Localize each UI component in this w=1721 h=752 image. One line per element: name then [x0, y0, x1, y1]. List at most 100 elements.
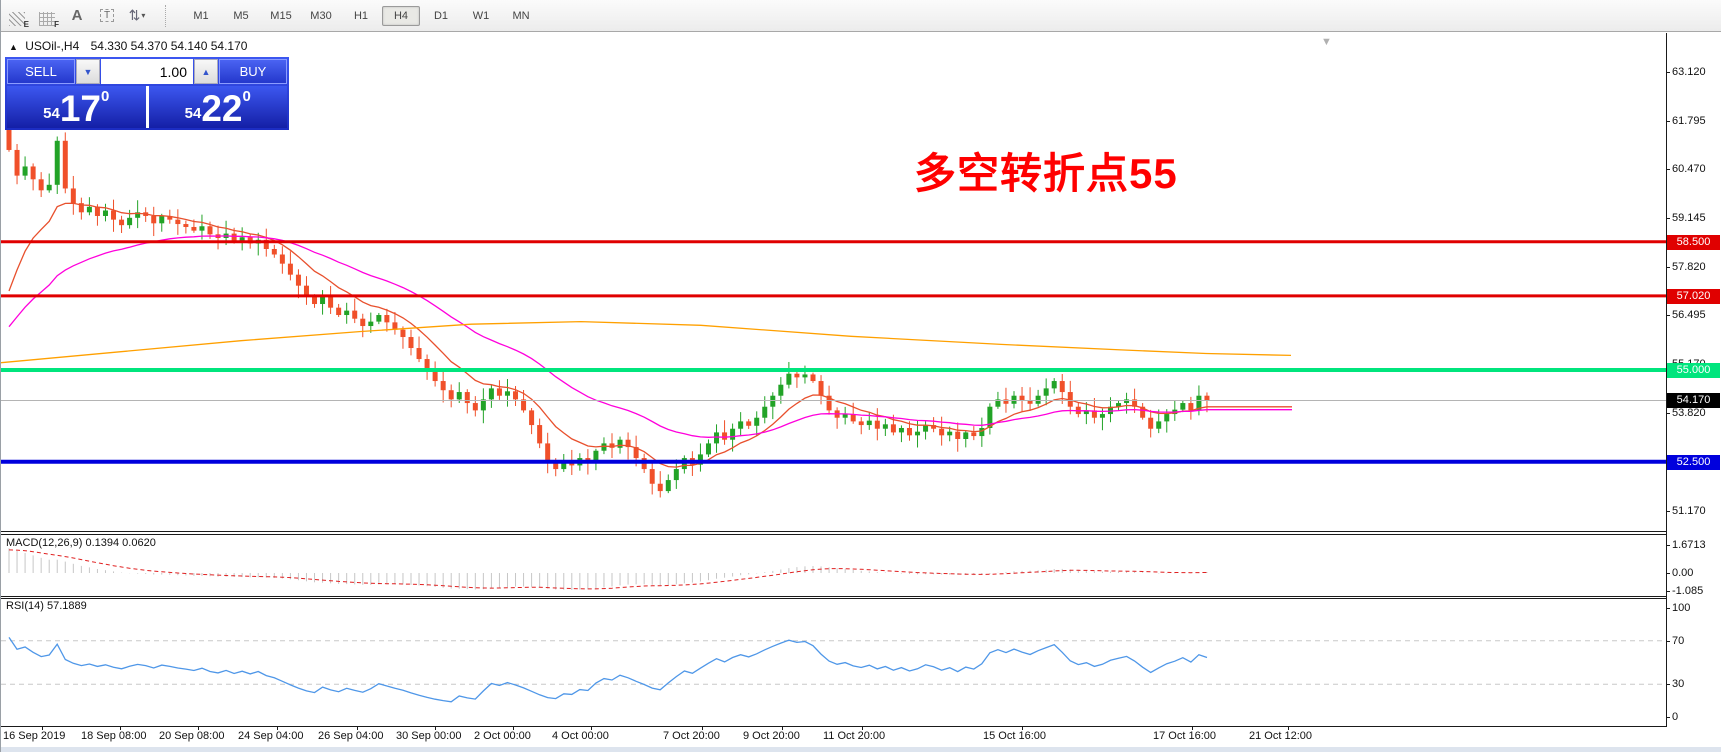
timeframe-button-m30[interactable]: M30 — [310, 9, 332, 22]
pane-border — [1, 598, 1667, 599]
toolbar-separator — [165, 4, 172, 27]
time-tick — [198, 726, 199, 730]
time-tick — [591, 726, 592, 730]
ohlc-values: 54.330 54.370 54.140 54.170 — [90, 39, 248, 53]
dots-glyph — [39, 11, 55, 26]
price-axis-label: 51.170 — [1672, 505, 1706, 517]
macd-values: 0.1394 0.0620 — [82, 537, 156, 549]
rsi-axis-label: 70 — [1672, 635, 1685, 647]
time-tick — [42, 726, 43, 730]
sell-price-main: 17 — [59, 88, 101, 129]
chart-header: ▲ USOil-,H4 54.330 54.370 54.140 54.170 — [9, 39, 247, 53]
price-tick — [1666, 267, 1670, 268]
time-axis-label: 21 Oct 12:00 — [1249, 730, 1312, 742]
time-tick — [1022, 726, 1023, 730]
time-axis-label: 2 Oct 00:00 — [474, 730, 531, 742]
price-tick — [1666, 218, 1670, 219]
chinese-annotation: 多空转折点55 — [914, 150, 1178, 197]
sell-button[interactable]: SELL — [7, 59, 75, 84]
time-tick — [782, 726, 783, 730]
macd-axis-label: 1.6713 — [1672, 539, 1706, 551]
volume-decrease-button[interactable]: ▼ — [76, 59, 100, 84]
rsi-tick — [1666, 684, 1670, 685]
time-tick — [702, 726, 703, 730]
time-axis-label: 7 Oct 20:00 — [663, 730, 720, 742]
pane-border — [1, 726, 1667, 727]
price-tick — [1666, 413, 1670, 414]
toolbar: E F A T ⇅ ▾ M1 M5 M15 M30 H1 H4 D1 W1 MN — [1, 0, 1721, 32]
timeframe-buttons: M1 M5 M15 M30 H1 H4 D1 W1 MN — [182, 5, 540, 26]
price-tick — [1666, 169, 1670, 170]
time-axis-label: 11 Oct 20:00 — [823, 730, 886, 742]
price-tick — [1666, 315, 1670, 316]
sub-letter: E — [23, 19, 29, 29]
buy-price-base: 54 — [184, 105, 202, 122]
price-level-badge: 55.000 — [1667, 363, 1720, 378]
buy-button[interactable]: BUY — [219, 59, 287, 84]
time-axis-label: 17 Oct 16:00 — [1153, 730, 1216, 742]
sell-price-display[interactable]: 54 17 0 — [7, 86, 146, 128]
text-box-icon[interactable]: T — [95, 4, 119, 28]
rsi-axis-label: 0 — [1672, 711, 1679, 723]
time-tick — [513, 726, 514, 730]
time-tick — [277, 726, 278, 730]
time-axis-label: 4 Oct 00:00 — [552, 730, 609, 742]
timeframe-button-m15[interactable]: M15 — [270, 9, 292, 22]
macd-tick — [1666, 545, 1670, 546]
sell-price-pip: 0 — [101, 88, 110, 105]
pattern-e-icon[interactable]: E — [5, 4, 29, 29]
pane-border — [1, 534, 1667, 535]
volume-increase-button[interactable]: ▲ — [194, 59, 218, 84]
price-axis-label: 59.145 — [1672, 212, 1706, 224]
sell-price-base: 54 — [43, 105, 60, 122]
rsi-axis-label: 30 — [1672, 678, 1685, 690]
time-axis-label: 30 Sep 00:00 — [396, 730, 462, 742]
volume-input[interactable] — [101, 59, 193, 84]
price-level-badge: 57.020 — [1667, 289, 1720, 304]
rsi-tick — [1666, 608, 1670, 609]
rsi-tick — [1666, 717, 1670, 718]
time-tick — [435, 726, 436, 730]
sub-letter: F — [54, 19, 59, 29]
boxed-t-glyph: T — [99, 9, 115, 22]
timeframe-button-h1[interactable]: H1 — [353, 9, 369, 22]
buy-price-display[interactable]: 54 22 0 — [148, 86, 287, 129]
buy-price-main: 22 — [201, 88, 243, 129]
rsi-tick — [1666, 641, 1670, 642]
hatch-glyph — [9, 11, 25, 26]
rsi-pane[interactable] — [1, 599, 1667, 727]
time-tick — [1288, 726, 1289, 730]
one-click-trade-panel: SELL ▼ ▲ BUY 54 17 0 54 22 0 — [5, 57, 289, 130]
timeframe-button-m5[interactable]: M5 — [233, 9, 249, 22]
time-tick — [862, 726, 863, 730]
timeframe-button-d1[interactable]: D1 — [433, 9, 449, 22]
arrows-glyph: ⇅ — [128, 7, 141, 23]
time-axis-label: 15 Oct 16:00 — [983, 730, 1046, 742]
window-bottom-edge — [1, 747, 1721, 752]
timeframe-button-m1[interactable]: M1 — [193, 9, 209, 22]
price-tick — [1666, 121, 1670, 122]
time-tick — [120, 726, 121, 730]
text-label-icon[interactable]: A — [65, 4, 89, 28]
pane-border — [1, 531, 1667, 532]
price-level-badge: 58.500 — [1667, 235, 1720, 250]
macd-pane[interactable] — [1, 535, 1667, 596]
pattern-f-icon[interactable]: F — [35, 4, 59, 29]
time-axis-label: 18 Sep 08:00 — [81, 730, 147, 742]
macd-tick — [1666, 591, 1670, 592]
price-axis-label: 60.470 — [1672, 163, 1706, 175]
timeframe-button-mn[interactable]: MN — [512, 9, 530, 22]
time-axis-label: 16 Sep 2019 — [3, 730, 66, 742]
timeframe-button-w1[interactable]: W1 — [472, 9, 490, 22]
panel-toggle-arrow[interactable]: ▲ — [9, 42, 18, 52]
timeframe-button-h4[interactable]: H4 — [382, 5, 420, 26]
price-chart[interactable] — [1, 32, 1667, 531]
price-axis-label: 53.820 — [1672, 407, 1706, 419]
chart-shift-marker-icon[interactable]: ▼ — [1321, 36, 1332, 48]
buy-price-pip: 0 — [242, 88, 251, 105]
time-tick — [1192, 726, 1193, 730]
price-axis-label: 61.795 — [1672, 115, 1706, 127]
time-axis[interactable]: 16 Sep 2019 18 Sep 08:00 20 Sep 08:00 24 Se… — [1, 726, 1667, 747]
arrange-icon[interactable]: ⇅ ▾ — [125, 4, 149, 28]
